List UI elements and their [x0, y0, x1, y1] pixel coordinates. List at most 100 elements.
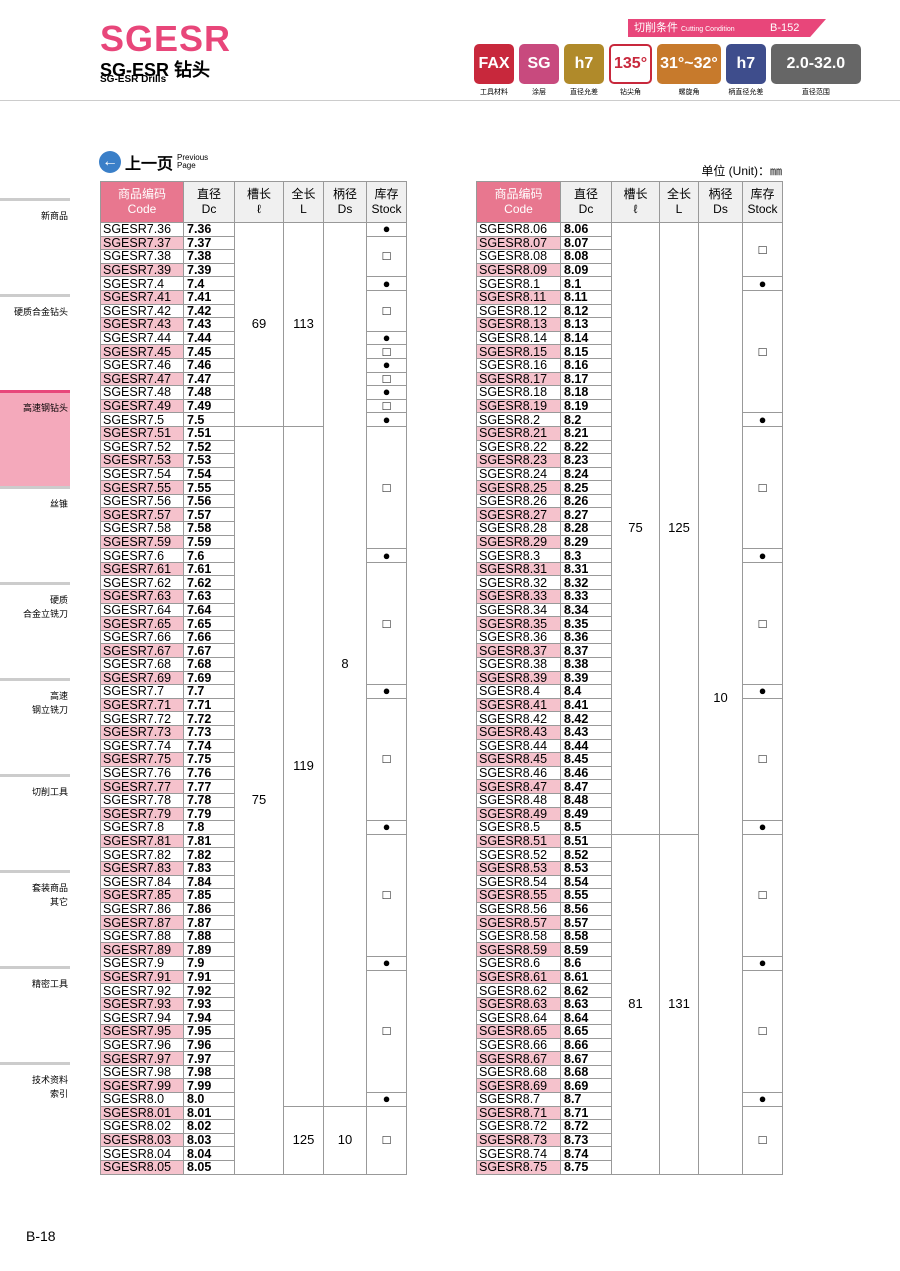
nav-item[interactable]: 硬质 合金立铣刀	[0, 582, 70, 678]
code: SGESR8.61	[476, 969, 561, 985]
stock: ●	[366, 385, 407, 400]
icon-badge: h7	[564, 44, 604, 84]
page-number: B-18	[26, 1228, 56, 1244]
nav-item[interactable]: 新商品	[0, 198, 70, 294]
diameter: 7.39	[183, 262, 235, 278]
diameter: 8.18	[560, 385, 612, 400]
unit: 单位 (Unit)：㎜	[701, 164, 782, 178]
code: SGESR7.44	[100, 330, 184, 346]
diameter: 7.38	[183, 249, 235, 264]
column-header: 库存 Stock	[742, 181, 783, 223]
diameter: 7.74	[183, 738, 235, 754]
diameter: 7.81	[183, 833, 235, 849]
diameter: 8.39	[560, 670, 612, 686]
diameter: 8.21	[560, 425, 612, 441]
code: SGESR7.38	[100, 249, 184, 264]
diameter: 8.42	[560, 711, 612, 726]
code: SGESR8.57	[476, 915, 561, 930]
code: SGESR8.23	[476, 453, 561, 468]
code: SGESR7.92	[100, 983, 184, 998]
condition: 切削条件	[634, 22, 678, 34]
code: SGESR7.95	[100, 1024, 184, 1039]
cutting-condition-link[interactable]: 切削条件 Cutting Condition B-152	[628, 19, 826, 37]
stock: □	[742, 561, 783, 686]
code: SGESR8.46	[476, 765, 561, 781]
code: SGESR8.71	[476, 1105, 561, 1121]
code: SGESR7.49	[100, 398, 184, 414]
diameter: 7.85	[183, 888, 235, 903]
nav-item[interactable]: 技术资料 索引	[0, 1062, 70, 1158]
data-row: SGESR8.19 8.19	[476, 398, 783, 414]
column-header: 直径 Dc	[560, 181, 612, 223]
diameter: 8.44	[560, 738, 612, 754]
diameter: 8.06	[560, 222, 612, 237]
diameter: 8.13	[560, 317, 612, 332]
code: SGESR8.54	[476, 874, 561, 890]
nav-item[interactable]: 套装商品 其它	[0, 870, 70, 966]
diameter: 8.58	[560, 928, 612, 944]
shank: 8	[323, 222, 367, 1107]
nav-item[interactable]: 精密工具	[0, 966, 70, 1062]
code: SGESR8.48	[476, 792, 561, 808]
stock: □	[366, 561, 407, 686]
data-row: SGESR8.53 8.53	[476, 860, 783, 876]
nav-item[interactable]: 丝锥	[0, 486, 70, 582]
data-row: SGESR8.12 8.12	[476, 303, 783, 319]
diameter: 8.0	[183, 1092, 235, 1107]
data-row: SGESR7.51 7.51 75 119 □	[100, 425, 407, 1175]
code: SGESR7.55	[100, 480, 184, 495]
stock: □	[742, 425, 783, 550]
code: SGESR7.37	[100, 235, 184, 251]
diameter: 7.63	[183, 589, 235, 604]
stock: □	[366, 833, 407, 958]
data-row: SGESR8.72 8.72	[476, 1119, 783, 1134]
icon-caption: 螺旋角	[678, 89, 700, 96]
diameter: 7.67	[183, 643, 235, 658]
code: SGESR7.41	[100, 289, 184, 305]
diameter: 8.01	[183, 1105, 235, 1121]
code: SGESR8.15	[476, 344, 561, 359]
spec-icon: 2.0-32.0 直径范围	[770, 44, 861, 97]
diameter: 7.93	[183, 996, 235, 1012]
diameter: 7.9	[183, 956, 235, 971]
spec-icon: 31°~32° 螺旋角	[657, 44, 721, 97]
code: SGESR8.27	[476, 507, 561, 523]
code: SGESR8.38	[476, 657, 561, 672]
code: SGESR8.72	[476, 1119, 561, 1134]
nav-item[interactable]: 高速 钢立铣刀	[0, 678, 70, 774]
data-row: SGESR8.32 8.32	[476, 575, 783, 591]
stock: ●	[742, 820, 783, 835]
diameter: 8.43	[560, 724, 612, 740]
icon-caption: 钻尖角	[620, 89, 642, 96]
nav-label: 切削工具	[31, 787, 68, 797]
code: SGESR8.32	[476, 575, 561, 591]
code: SGESR7.69	[100, 670, 184, 686]
diameter: 7.64	[183, 602, 235, 618]
back-button[interactable]: ← 上一页 Previous Page	[99, 150, 208, 174]
diameter: 7.58	[183, 521, 235, 536]
data-row: SGESR8.28 8.28	[476, 521, 783, 536]
code: SGESR8.1	[476, 276, 561, 291]
code: SGESR7.42	[100, 303, 184, 319]
diameter: 8.23	[560, 453, 612, 468]
data-row: SGESR8.37 8.37	[476, 643, 783, 658]
diameter: 8.72	[560, 1119, 612, 1134]
column-title: 直径	[196, 187, 221, 201]
data-row: SGESR7.57 7.57	[100, 507, 407, 523]
column-header: 槽长 ℓ	[234, 181, 284, 223]
code: SGESR7.59	[100, 534, 184, 550]
code: SGESR7.93	[100, 996, 184, 1012]
stock: □	[742, 969, 783, 1094]
data-row: SGESR8.75 8.75	[476, 1159, 783, 1175]
nav-item[interactable]: 切削工具	[0, 774, 70, 870]
data-row: SGESR7.91 7.91 □	[100, 969, 407, 1094]
data-row: SGESR7.86 7.86	[100, 901, 407, 917]
data-row: SGESR8.01 8.01 125 10 □	[100, 1105, 407, 1175]
code: SGESR7.63	[100, 589, 184, 604]
data-row: SGESR8.45 8.45	[476, 752, 783, 767]
spec-icon: SG 涂层	[519, 44, 559, 97]
code: SGESR7.74	[100, 738, 184, 754]
back-label: 上一页	[125, 156, 174, 173]
nav-item[interactable]: 硬质合金钻头	[0, 294, 70, 390]
nav-item[interactable]: 高速钢钻头	[0, 390, 70, 486]
